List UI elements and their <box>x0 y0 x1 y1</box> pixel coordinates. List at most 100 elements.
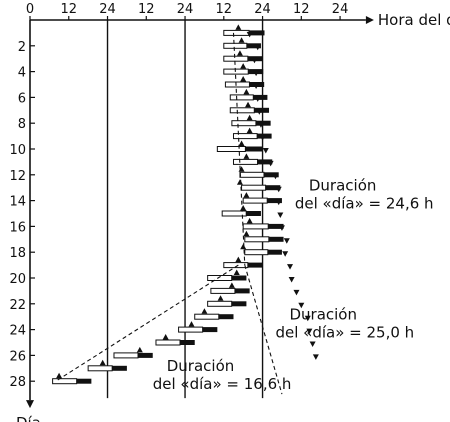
y-tick-label: 6 <box>18 91 26 106</box>
annotation-line1: Duración <box>289 305 357 323</box>
annotation-line2: del «día» = 25,0 h <box>275 323 414 341</box>
x-tick-label: 24 <box>332 2 349 17</box>
x-tick-label: 24 <box>177 2 194 17</box>
y-tick-label: 24 <box>9 324 26 339</box>
activity-bar-solid <box>76 378 92 384</box>
activity-bar-open <box>242 197 268 204</box>
max-marker <box>282 251 289 257</box>
activity-bar-open <box>232 158 259 165</box>
activity-bar-solid <box>253 94 268 100</box>
min-marker <box>246 217 253 224</box>
min-marker <box>245 101 252 108</box>
temperature-markers <box>56 24 319 379</box>
max-marker <box>309 341 316 347</box>
y-tick-label: 18 <box>9 246 26 261</box>
max-marker <box>254 44 261 51</box>
y-tick-label: 12 <box>9 169 26 184</box>
x-axis-title: Hora del día <box>378 11 450 29</box>
max-marker <box>275 199 282 206</box>
y-axis-title: Día <box>16 414 41 422</box>
min-marker <box>240 205 247 211</box>
activity-bar-solid <box>265 185 281 191</box>
activity-bar-open <box>155 339 181 346</box>
activity-bar-open <box>52 378 78 385</box>
x-tick-label: 24 <box>99 2 116 17</box>
min-marker <box>162 334 169 340</box>
activity-bar-solid <box>268 223 284 229</box>
min-marker <box>201 308 208 314</box>
activity-bar-solid <box>231 275 247 281</box>
activity-bar-open <box>241 184 267 191</box>
max-marker <box>298 302 305 309</box>
y-tick-label: 14 <box>9 195 26 210</box>
min-marker <box>136 346 143 353</box>
min-marker <box>217 295 224 301</box>
min-marker <box>243 192 250 198</box>
annotation-line2: del «día» = 16,6 h <box>153 375 292 393</box>
x-tick-label: 12 <box>216 2 233 17</box>
y-tick-label: 16 <box>9 220 26 235</box>
min-marker <box>228 282 235 288</box>
max-marker <box>251 57 258 64</box>
activity-bar-open <box>223 29 250 36</box>
max-marker <box>259 135 266 141</box>
x-tick-label: 12 <box>138 2 155 17</box>
max-marker <box>277 212 284 218</box>
activity-bar-open <box>224 81 250 88</box>
x-tick-label: 12 <box>60 2 77 17</box>
max-marker <box>287 264 294 270</box>
activity-bar-solid <box>245 146 263 152</box>
max-marker <box>283 238 290 244</box>
activity-bar-solid <box>231 301 247 307</box>
activity-bar-open <box>229 94 254 101</box>
min-marker <box>240 76 247 82</box>
y-tick-label: 8 <box>18 117 26 132</box>
y-axis-arrow <box>26 400 34 409</box>
min-marker <box>238 166 245 172</box>
min-marker <box>236 50 243 56</box>
activity-bar-solid <box>112 365 127 371</box>
min-marker <box>235 24 242 30</box>
activity-bar-open <box>244 249 269 256</box>
y-tick-label: 2 <box>18 40 26 55</box>
axes <box>26 16 374 409</box>
activity-bar-solid <box>246 43 261 49</box>
max-marker <box>253 70 260 77</box>
activity-bar-open <box>87 365 113 372</box>
annotation-line1: Duración <box>167 357 235 375</box>
activity-bar-open <box>223 55 249 62</box>
min-marker <box>243 88 250 95</box>
activity-bar-open <box>178 326 204 333</box>
activity-bar-open <box>194 313 220 320</box>
max-marker <box>278 225 285 231</box>
min-marker <box>233 269 240 275</box>
trend-line <box>232 32 246 266</box>
min-marker <box>240 63 247 69</box>
min-marker <box>246 114 253 121</box>
annotation-line2: del «día» = 24,6 h <box>295 194 434 212</box>
activity-bar-open <box>242 223 269 230</box>
max-marker <box>275 186 282 193</box>
activity-bar-open <box>232 133 258 140</box>
y-tick-label: 26 <box>9 349 26 364</box>
x-axis-arrow <box>365 16 374 24</box>
activity-bar-solid <box>249 30 265 36</box>
activity-bar-solid <box>218 314 234 320</box>
min-marker <box>235 256 242 263</box>
max-marker <box>254 96 261 102</box>
max-marker <box>312 354 319 360</box>
max-marker <box>288 277 295 283</box>
activity-bar-open <box>223 68 249 75</box>
activity-bar-solid <box>263 172 279 178</box>
min-marker <box>240 243 247 250</box>
y-tick-label: 20 <box>9 272 26 287</box>
x-tick-label: 0 <box>26 2 34 17</box>
max-marker <box>253 83 260 89</box>
min-marker <box>246 127 253 134</box>
trend-line <box>244 264 283 395</box>
min-marker <box>99 359 106 366</box>
activity-bar-open <box>210 287 236 294</box>
min-marker <box>56 372 63 379</box>
activity-bar-open <box>231 120 257 127</box>
